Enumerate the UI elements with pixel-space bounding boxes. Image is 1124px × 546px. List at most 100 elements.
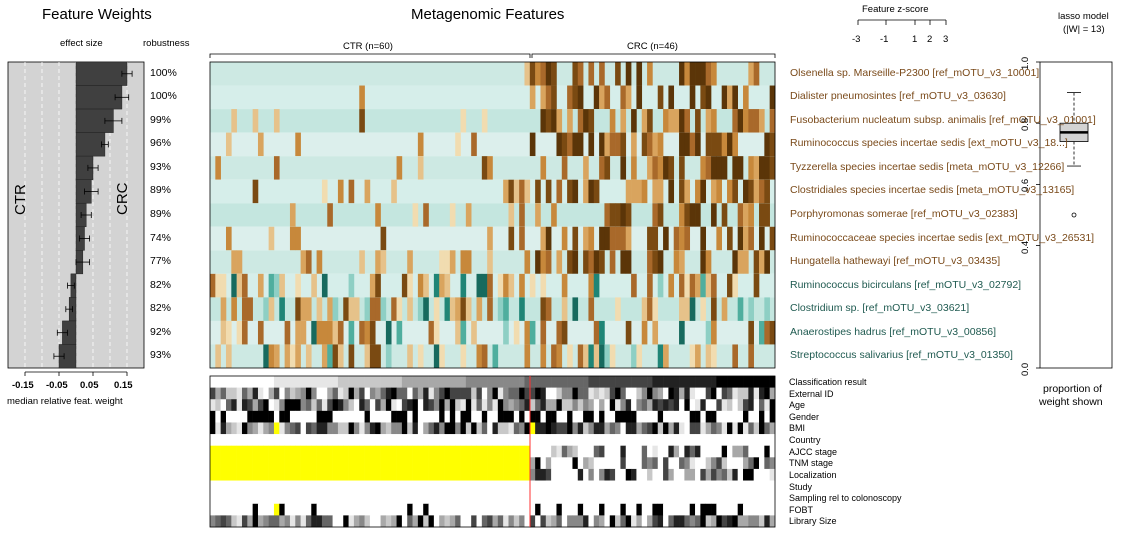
heatmap-cell xyxy=(577,344,584,368)
heatmap-cell xyxy=(593,273,600,298)
metadata-cell xyxy=(476,457,483,470)
metadata-cell xyxy=(753,445,760,458)
heatmap-cell xyxy=(679,156,685,180)
metadata-cell xyxy=(700,434,707,446)
heatmap-cell xyxy=(487,273,493,298)
heatmap-cell xyxy=(679,109,685,133)
metadata-cell xyxy=(551,410,557,423)
metadata-cell xyxy=(348,387,355,400)
heatmap-cell xyxy=(572,250,579,274)
metadata-cell xyxy=(721,376,728,388)
heatmap-cell xyxy=(529,273,536,298)
metadata-cell xyxy=(369,422,376,435)
metadata-cell xyxy=(625,445,632,458)
metadata-cell xyxy=(519,503,525,516)
metadata-cell xyxy=(540,468,547,481)
metadata-cell xyxy=(252,503,259,516)
metadata-cell xyxy=(305,434,312,446)
metadata-cell xyxy=(220,376,227,388)
metadata-cell xyxy=(492,445,499,458)
heatmap-cell xyxy=(337,320,344,345)
heatmap-cell xyxy=(711,297,717,321)
metadata-cell xyxy=(540,410,547,423)
metadata-cell xyxy=(289,376,296,388)
metadata-cell xyxy=(305,410,312,423)
metadata-cell xyxy=(561,503,568,516)
metadata-cell xyxy=(743,503,749,516)
metadata-cell xyxy=(236,410,243,423)
metadata-cell xyxy=(423,492,429,505)
metadata-cell xyxy=(535,468,541,481)
metadata-cell xyxy=(743,387,749,400)
metadata-cell xyxy=(593,515,600,528)
metadata-cell xyxy=(417,434,424,446)
metadata-cell xyxy=(508,480,515,493)
metadata-cell xyxy=(247,410,253,423)
metadata-cell xyxy=(231,434,237,446)
metadata-cell xyxy=(551,399,557,412)
metadata-cell xyxy=(753,492,760,505)
metadata-cell xyxy=(210,515,216,528)
heatmap-cell xyxy=(535,179,541,204)
heatmap-cell xyxy=(423,273,429,298)
metadata-cell xyxy=(396,457,403,470)
metadata-cell xyxy=(609,457,616,470)
metadata-cell xyxy=(625,434,632,446)
metadata-cell xyxy=(279,434,285,446)
metadata-cell xyxy=(289,457,296,470)
metadata-cell xyxy=(508,503,515,516)
metadata-cell xyxy=(305,515,312,528)
heatmap-cell xyxy=(684,62,691,86)
heatmap-cell xyxy=(759,203,765,227)
heatmap-cell xyxy=(588,132,595,157)
metadata-cell xyxy=(716,410,722,423)
metadata-cell xyxy=(497,457,504,470)
metadata-cell xyxy=(652,492,659,505)
model-title: lasso model xyxy=(1058,11,1109,22)
metadata-cell xyxy=(604,422,611,435)
metadata-cell xyxy=(727,422,733,435)
metadata-cell xyxy=(279,480,285,493)
metadata-cell xyxy=(513,492,520,505)
heatmap-cell xyxy=(481,273,488,298)
heatmap-cell xyxy=(545,179,552,204)
metadata-cell xyxy=(556,410,563,423)
metadata-cell xyxy=(636,503,643,516)
metadata-cell xyxy=(492,457,499,470)
heatmap-cell xyxy=(423,203,429,227)
metadata-cell xyxy=(407,434,413,446)
metadata-cell xyxy=(241,503,248,516)
metadata-cell xyxy=(476,492,483,505)
heatmap-cell xyxy=(487,250,493,274)
metadata-cell xyxy=(647,480,653,493)
metadata-cell xyxy=(321,422,328,435)
metadata-cell xyxy=(588,492,595,505)
metadata-cell xyxy=(391,457,397,470)
metadata-cell xyxy=(748,410,754,423)
metadata-cell xyxy=(705,387,712,400)
metadata-cell xyxy=(705,503,712,516)
metadata-cell xyxy=(284,376,291,388)
metadata-cell xyxy=(524,445,531,458)
metadata-cell xyxy=(609,503,616,516)
heatmap-cell xyxy=(268,273,275,298)
metadata-cell xyxy=(401,387,408,400)
metadata-cell xyxy=(433,434,440,446)
metadata-cell xyxy=(439,434,445,446)
metadata-cell xyxy=(711,434,717,446)
heatmap-cell xyxy=(689,297,696,321)
taxon-label: Tyzzerella species incertae sedis [meta_… xyxy=(790,160,1065,173)
metadata-cell xyxy=(540,515,547,528)
heatmap-cell xyxy=(615,203,621,227)
metadata-cell xyxy=(417,376,424,388)
heatmap-cell xyxy=(769,132,776,157)
metadata-cell xyxy=(353,399,360,412)
heatmap-cell xyxy=(647,109,653,133)
heatmap-cell xyxy=(567,250,573,274)
metadata-cell xyxy=(620,399,627,412)
metadata-cell xyxy=(455,410,461,423)
heatmap-row-bg xyxy=(210,109,775,133)
heatmap-cell xyxy=(583,250,589,274)
metadata-cell xyxy=(503,457,509,470)
heatmap-cell xyxy=(679,320,685,345)
